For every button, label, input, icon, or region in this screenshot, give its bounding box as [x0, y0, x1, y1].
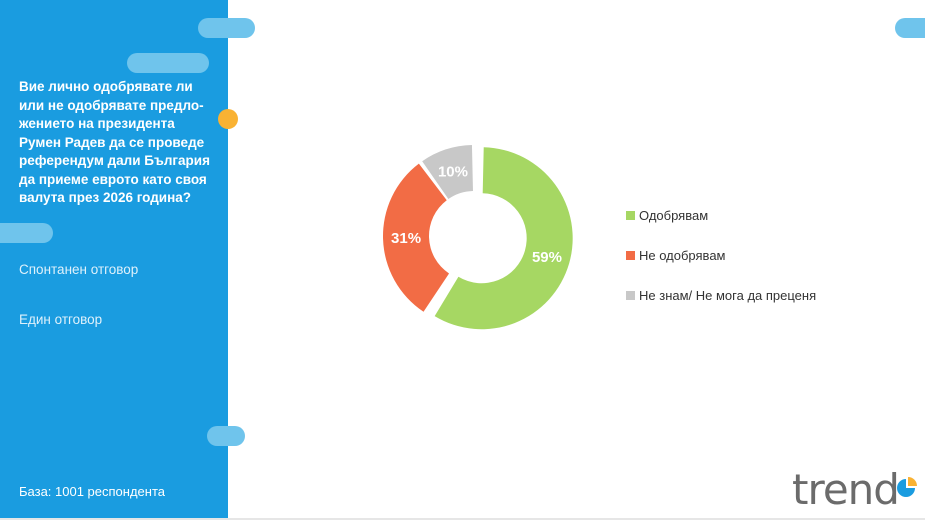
decorative-pill: [207, 426, 245, 446]
pie-chart-icon: [897, 477, 917, 497]
legend-swatch: [626, 290, 635, 300]
decorative-dot: [218, 109, 238, 129]
legend-label: Одобрявам: [639, 207, 709, 223]
response-type-note: Спонтанен отговор: [19, 262, 139, 277]
question-sidebar: Вие лично одобрявате ли или не одобряват…: [0, 0, 228, 518]
decorative-pill: [895, 18, 925, 38]
legend-label: Не одобрявам: [639, 247, 726, 263]
donut-slice-1: [434, 147, 573, 330]
decorative-pill: [0, 223, 53, 243]
slice-data-label: 10%: [438, 163, 468, 180]
legend-label: Не знам/ Не мога да преценя: [639, 287, 817, 303]
trend-logo: trend: [792, 465, 917, 514]
legend-item: Не одобрявам: [626, 245, 816, 265]
chart-legend: Одобрявам Не одобрявам Не знам/ Не мога да…: [626, 205, 816, 325]
logo-wordmark: trend: [792, 465, 899, 514]
slice-data-label: 31%: [391, 230, 421, 247]
legend-swatch: [626, 250, 635, 260]
donut-chart: 59% 31% 10%: [383, 145, 573, 330]
decorative-pill: [127, 53, 209, 73]
donut-slice-3: [422, 145, 473, 200]
sample-base-note: База: 1001 респондента: [19, 484, 166, 499]
donut-slice-2: [383, 163, 450, 312]
answer-count-note: Един отговор: [19, 312, 103, 327]
legend-item: Одобрявам: [626, 205, 816, 225]
legend-swatch: [626, 210, 635, 220]
slice-data-label: 59%: [532, 249, 562, 266]
question-text: Вие лично одобрявате ли или не одобряват…: [19, 79, 210, 205]
legend-item: Не знам/ Не мога да преценя: [626, 285, 816, 305]
decorative-pill: [198, 18, 255, 38]
footer-divider: [0, 518, 925, 520]
